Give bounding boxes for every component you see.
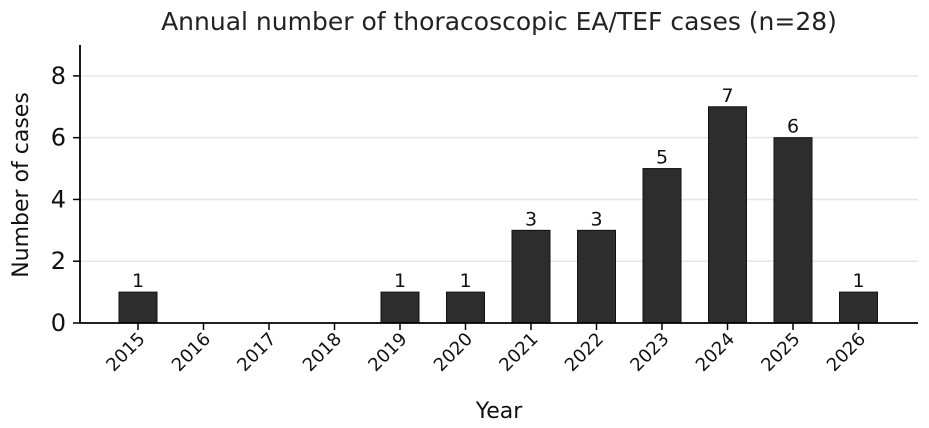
x-tick-label-2017: 2017 — [233, 329, 280, 376]
chart-title: Annual number of thoracoscopic EA/TEF ca… — [161, 7, 837, 36]
x-tick-label-2025: 2025 — [757, 329, 804, 376]
y-tick-label: 0 — [51, 309, 66, 337]
y-tick-label: 8 — [51, 62, 66, 90]
data-label-2015: 1 — [132, 270, 144, 292]
x-tick-label-2019: 2019 — [364, 329, 411, 376]
x-tick-label-2026: 2026 — [823, 329, 870, 376]
bar-2021 — [511, 229, 551, 324]
bar-2026 — [839, 291, 878, 324]
bar-2022 — [577, 229, 616, 324]
bar-2025 — [773, 137, 813, 324]
x-tick-label-2021: 2021 — [495, 329, 542, 376]
bars — [118, 106, 878, 324]
y-tick-label: 2 — [51, 247, 66, 275]
x-axis-label: Year — [475, 399, 524, 424]
bar-2015 — [118, 291, 158, 324]
x-tick-label-2023: 2023 — [626, 329, 673, 376]
y-axis-label: Number of cases — [9, 92, 34, 278]
data-label-2019: 1 — [394, 270, 406, 292]
bar-2023 — [642, 168, 682, 324]
x-tick-label-2022: 2022 — [561, 329, 608, 376]
bar-2019 — [380, 291, 420, 324]
data-label-2025: 6 — [787, 116, 799, 138]
x-tick-label-2018: 2018 — [299, 329, 346, 376]
bar-2020 — [446, 291, 485, 324]
data-label-2020: 1 — [459, 270, 471, 292]
data-label-2024: 7 — [721, 85, 733, 107]
y-tick-label: 6 — [51, 124, 66, 152]
data-label-2022: 3 — [590, 208, 602, 230]
x-tick-label-2015: 2015 — [102, 329, 149, 376]
data-label-2026: 1 — [852, 270, 864, 292]
data-label-2023: 5 — [656, 147, 668, 169]
x-tick-label-2016: 2016 — [168, 329, 215, 376]
data-label-2021: 3 — [525, 208, 537, 230]
x-tick-label-2024: 2024 — [692, 329, 739, 376]
bar-2024 — [708, 106, 747, 324]
x-tick-label-2020: 2020 — [430, 329, 477, 376]
data-labels: 1 1 1 3 3 5 7 6 1 — [132, 85, 865, 292]
y-tick-label: 4 — [51, 185, 66, 213]
